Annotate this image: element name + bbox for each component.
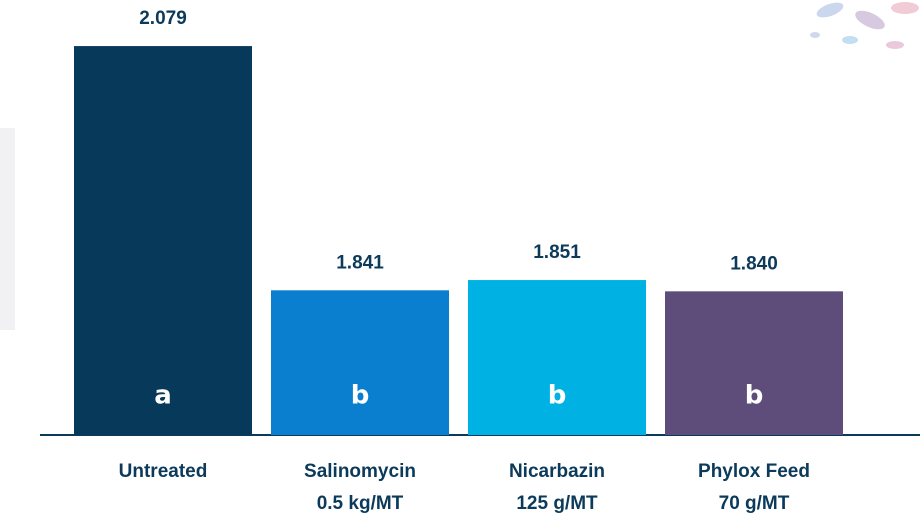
significance-letter: b: [351, 381, 370, 411]
value-label: 1.840: [730, 253, 778, 274]
decoration: [810, 2, 919, 49]
x-tick-label: 0.5 kg/MT: [317, 493, 404, 514]
x-tick-label: Salinomycin: [304, 461, 416, 482]
x-tick-label: Phylox Feed: [698, 461, 810, 482]
x-tick-label: Untreated: [119, 461, 208, 482]
side-panel: [0, 128, 15, 330]
significance-letter: b: [745, 381, 764, 411]
significance-letter: a: [154, 381, 172, 411]
value-label: 1.851: [533, 242, 581, 263]
bar: [74, 46, 252, 435]
value-label: 1.841: [336, 252, 384, 273]
x-tick-label: 125 g/MT: [516, 493, 598, 514]
x-tick-label: Nicarbazin: [509, 461, 605, 482]
x-tick-label: 70 g/MT: [719, 493, 790, 514]
significance-letter: b: [548, 381, 567, 411]
bar: [271, 290, 449, 435]
value-label: 2.079: [139, 8, 187, 29]
bar: [665, 291, 843, 435]
bar: [468, 280, 646, 435]
